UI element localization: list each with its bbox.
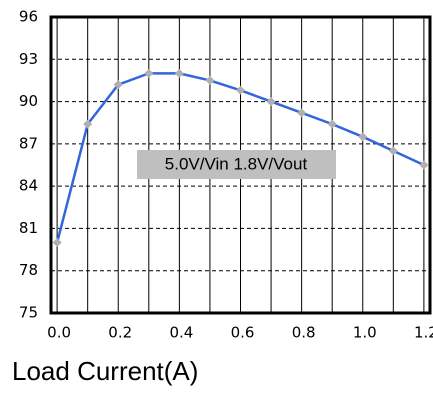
y-tick-label: 78: [19, 261, 38, 279]
y-tick-label: 90: [19, 92, 38, 110]
data-point: [236, 85, 245, 95]
data-point: [52, 238, 62, 248]
x-tick-label: 0.4: [169, 324, 193, 342]
y-tick-label: 75: [19, 304, 38, 322]
y-tick-label: 81: [19, 219, 38, 237]
x-tick-label: 0.2: [108, 324, 132, 342]
data-point: [83, 119, 93, 129]
data-point: [327, 119, 337, 129]
annotation-box: [137, 150, 336, 179]
data-point: [144, 68, 154, 78]
y-tick-label: 87: [19, 134, 38, 152]
data-point: [419, 160, 429, 170]
y-tick-label: 96: [19, 8, 38, 26]
y-tick-labels: 75 78 81 84 87 90 93 96: [19, 8, 38, 322]
data-point: [297, 108, 307, 118]
data-point: [113, 80, 123, 90]
x-tick-label: 1.0: [353, 324, 377, 342]
data-point: [174, 68, 184, 78]
x-tick-label: 0.6: [231, 324, 255, 342]
x-tick-label: 1.2: [414, 324, 433, 342]
annotation-layer: 5.0V/Vin 1.8V/Vout: [137, 150, 336, 179]
x-tick-label: 0.0: [47, 324, 71, 342]
data-point: [388, 146, 398, 156]
y-tick-label: 84: [19, 177, 38, 195]
x-tick-labels: 0.0 0.2 0.4 0.6 0.8 1.0 1.2: [47, 324, 433, 342]
data-point: [358, 132, 368, 142]
series-layer: [52, 68, 429, 248]
plot-frame: [49, 15, 432, 315]
data-point: [266, 97, 276, 107]
data-point: [205, 75, 215, 85]
x-tick-label: 0.8: [292, 324, 316, 342]
y-tick-label: 93: [19, 50, 38, 68]
x-axis-title: Load Current(A): [12, 356, 198, 386]
annotation-text: 5.0V/Vin 1.8V/Vout: [165, 154, 308, 173]
